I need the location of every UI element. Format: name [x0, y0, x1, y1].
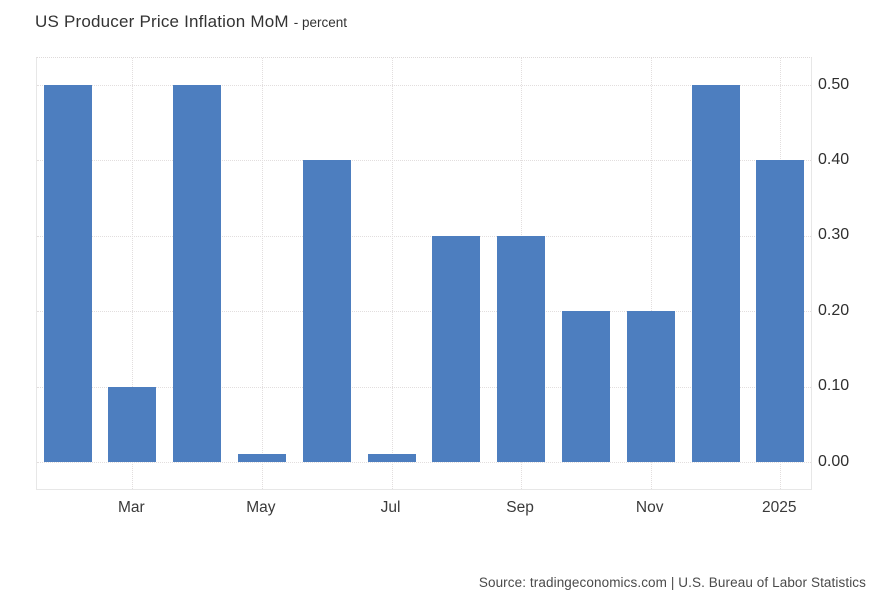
y-axis-label: 0.00: [818, 452, 850, 470]
plot-area: [36, 57, 812, 490]
gridline-horizontal: [37, 85, 811, 86]
page-title: US Producer Price Inflation MoM: [35, 12, 289, 31]
gridline-horizontal: [37, 311, 811, 313]
bar[interactable]: [627, 311, 675, 462]
page-subtitle: - percent: [293, 15, 348, 30]
x-axis-label: May: [246, 499, 276, 516]
y-axis-label: 0.40: [818, 150, 850, 168]
y-axis-label: 0.50: [818, 75, 850, 93]
x-axis-label: Sep: [506, 499, 534, 516]
y-axis-label: 0.10: [818, 377, 850, 395]
chart-header: US Producer Price Inflation MoM - percent: [35, 12, 347, 32]
bar[interactable]: [562, 311, 610, 462]
y-axis-label: 0.30: [818, 226, 850, 244]
x-axis-label: Nov: [635, 499, 664, 516]
bar[interactable]: [108, 387, 156, 462]
gridline-vertical: [261, 58, 263, 489]
x-axis-label: Mar: [117, 499, 145, 516]
bar[interactable]: [756, 160, 804, 462]
gridline-vertical: [391, 58, 393, 489]
x-axis-label: Jul: [380, 499, 401, 516]
bar[interactable]: [173, 85, 221, 462]
bar[interactable]: [238, 454, 286, 462]
bar[interactable]: [432, 236, 480, 462]
y-axis-label: 0.20: [818, 301, 850, 319]
bar[interactable]: [692, 85, 740, 462]
x-axis-label: 2025: [762, 499, 797, 516]
gridline-vertical: [650, 58, 652, 489]
bar[interactable]: [368, 454, 416, 462]
bar[interactable]: [44, 85, 92, 462]
gridline-horizontal: [37, 160, 811, 162]
source-credit: Source: tradingeconomics.com | U.S. Bure…: [478, 575, 866, 590]
gridline-vertical: [132, 58, 134, 489]
gridline-horizontal: [37, 462, 811, 463]
bar[interactable]: [303, 160, 351, 462]
gridline-horizontal: [37, 235, 811, 237]
bar[interactable]: [497, 236, 545, 462]
gridline-horizontal: [37, 386, 811, 388]
